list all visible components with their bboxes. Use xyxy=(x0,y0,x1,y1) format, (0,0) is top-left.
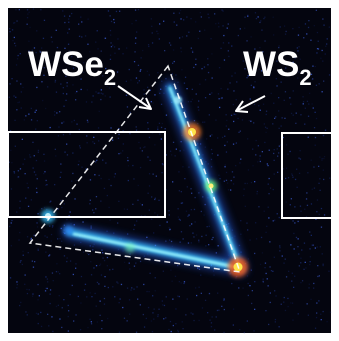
luminescent-flake xyxy=(41,80,248,277)
wse2-arrow xyxy=(117,85,152,110)
flake-outline-dashed xyxy=(28,64,242,273)
flake-edge-bottom-core xyxy=(72,232,242,270)
left-dim-spot xyxy=(63,225,73,235)
wse2-label: WSe2 xyxy=(28,45,116,90)
left-electrode-outline xyxy=(7,131,166,218)
right-electrode-outline xyxy=(281,132,335,219)
ws2-arrow xyxy=(235,95,266,113)
hotspot-middle xyxy=(208,183,214,189)
bottom-edge-spot xyxy=(125,243,135,253)
map-background xyxy=(8,8,331,333)
hotspot-upper xyxy=(188,128,196,136)
tip-spot xyxy=(174,96,182,104)
ws2-label: WS2 xyxy=(243,45,312,90)
